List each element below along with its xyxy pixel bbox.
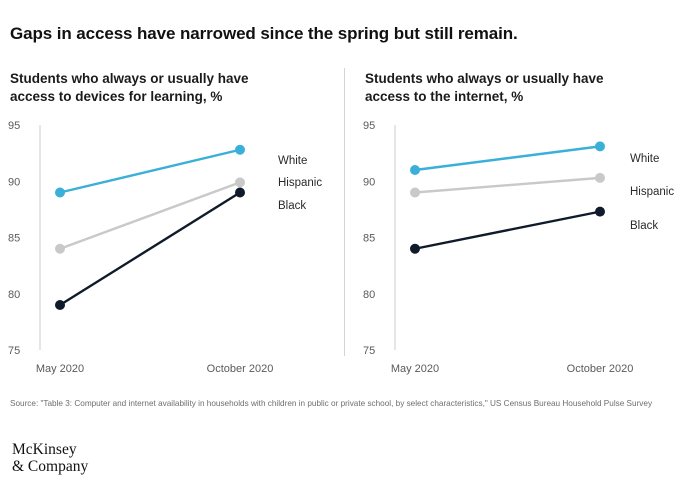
series-line-hispanic — [59, 181, 241, 250]
series-line-hispanic — [414, 176, 601, 194]
legend-label-black: Black — [278, 200, 306, 212]
mckinsey-logo: McKinsey & Company — [12, 441, 88, 475]
series-line-black — [59, 191, 241, 307]
data-point-hispanic — [55, 243, 65, 254]
series-line-white — [414, 145, 601, 172]
x-tick-label: May 2020 — [391, 363, 439, 375]
x-tick-label: October 2020 — [207, 363, 274, 375]
y-tick-label: 75 — [8, 345, 20, 357]
chart-title-devices: Students who always or usually have acce… — [10, 70, 330, 106]
logo-line2: & Company — [12, 458, 89, 475]
y-tick-label: 85 — [363, 233, 375, 245]
legend-label-hispanic: Hispanic — [630, 186, 674, 198]
y-tick-label: 95 — [8, 120, 20, 132]
chart-panel-devices: Students who always or usually have acce… — [0, 66, 345, 386]
chart-internet: 75 80 85 90 95 May 2020 October 2020 White Hispa… — [363, 120, 674, 375]
data-point-black — [410, 243, 420, 254]
y-tick-label: 85 — [8, 233, 20, 245]
data-point-black — [235, 187, 245, 198]
y-tick-label: 90 — [8, 176, 20, 188]
source-note: Source: "Table 3: Computer and internet … — [10, 399, 653, 408]
panel-divider — [344, 68, 345, 356]
data-point-hispanic — [235, 177, 245, 188]
chart-title-line2: access to devices for learning, % — [10, 89, 223, 104]
y-tick-label: 75 — [363, 345, 375, 357]
y-tick-label: 95 — [363, 120, 375, 132]
legend-label-hispanic: Hispanic — [278, 177, 322, 189]
chart-devices: 75 80 85 90 95 May 2020 October 2020 White Hispa… — [8, 120, 322, 375]
data-point-hispanic — [410, 187, 420, 198]
legend-label-white: White — [278, 155, 307, 167]
x-tick-label: May 2020 — [36, 363, 84, 375]
logo-line1: McKinsey — [12, 441, 77, 458]
chart-panel-internet: Students who always or usually have acce… — [355, 66, 700, 386]
y-tick-label: 90 — [363, 176, 375, 188]
data-point-black — [595, 206, 605, 217]
data-point-white — [235, 144, 245, 155]
headline: Gaps in access have narrowed since the s… — [10, 24, 518, 43]
chart-title-line2: access to the internet, % — [365, 89, 524, 104]
chart-title-line1: Students who always or usually have — [10, 71, 249, 86]
series-line-black — [414, 210, 601, 250]
data-point-hispanic — [595, 172, 605, 183]
data-point-white — [410, 165, 420, 175]
data-point-white — [595, 141, 605, 152]
legend-label-black: Black — [630, 220, 658, 232]
x-tick-label: October 2020 — [567, 363, 634, 375]
chart-title-internet: Students who always or usually have acce… — [365, 70, 685, 106]
legend-label-white: White — [630, 153, 659, 165]
y-tick-label: 80 — [8, 289, 20, 301]
chart-title-line1: Students who always or usually have — [365, 71, 604, 86]
series-line-white — [59, 148, 241, 194]
y-tick-label: 80 — [363, 289, 375, 301]
data-point-white — [55, 187, 65, 198]
data-point-black — [55, 300, 65, 310]
